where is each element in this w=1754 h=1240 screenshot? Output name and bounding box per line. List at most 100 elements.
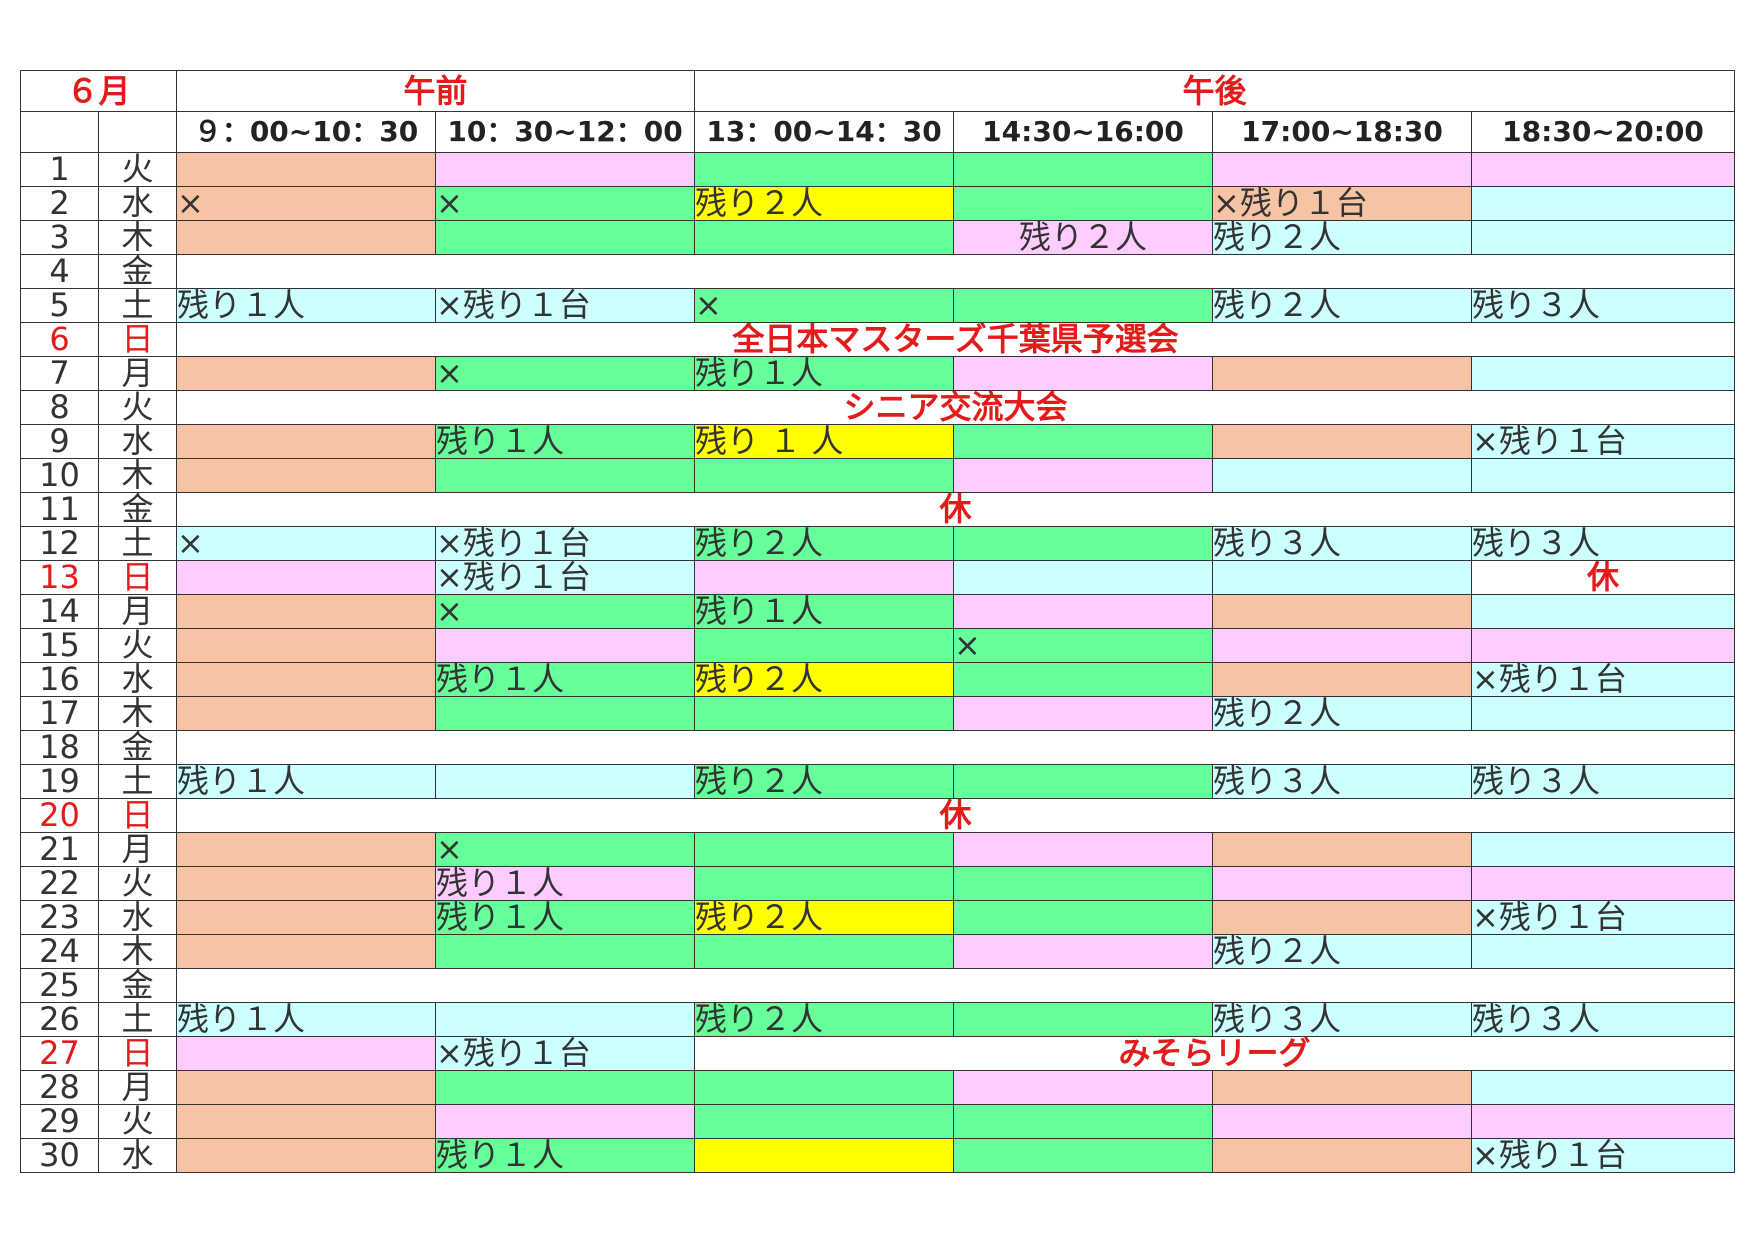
slot-cell[interactable]: ×残り１台 [1471, 424, 1736, 459]
slot-cell[interactable] [953, 866, 1214, 901]
slot-cell[interactable] [176, 934, 437, 969]
slot-cell[interactable]: 残り１人 [435, 866, 696, 901]
slot-cell[interactable] [435, 934, 696, 969]
slot-cell[interactable] [176, 560, 437, 595]
slot-cell[interactable]: 残り２人 [1212, 696, 1473, 731]
slot-cell[interactable]: 残り１人 [435, 1138, 696, 1173]
slot-cell[interactable]: 残り３人 [1471, 288, 1736, 323]
slot-cell[interactable] [1471, 696, 1736, 731]
slot-cell[interactable]: 残り１人 [694, 356, 955, 391]
slot-cell[interactable] [176, 1070, 437, 1105]
slot-cell[interactable] [1471, 832, 1736, 867]
slot-cell[interactable]: 残り１人 [176, 764, 437, 799]
slot-cell[interactable] [694, 1104, 955, 1139]
slot-cell[interactable] [1471, 186, 1736, 221]
slot-cell[interactable]: 残り１人 [435, 424, 696, 459]
slot-cell[interactable] [176, 866, 437, 901]
slot-cell[interactable]: × [176, 526, 437, 561]
slot-cell[interactable] [694, 220, 955, 255]
slot-cell[interactable] [953, 526, 1214, 561]
slot-cell[interactable] [176, 220, 437, 255]
slot-cell[interactable] [953, 458, 1214, 493]
slot-cell[interactable]: × [435, 832, 696, 867]
slot-cell[interactable] [1471, 628, 1736, 663]
slot-cell[interactable]: 残り２人 [694, 186, 955, 221]
slot-cell[interactable] [1471, 934, 1736, 969]
slot-cell[interactable] [435, 1002, 696, 1037]
slot-cell[interactable] [1471, 1104, 1736, 1139]
slot-cell[interactable]: ×残り１台 [435, 526, 696, 561]
slot-cell[interactable] [435, 152, 696, 187]
slot-cell[interactable]: × [435, 186, 696, 221]
slot-cell[interactable] [176, 152, 437, 187]
slot-cell[interactable]: 残り２人 [1212, 220, 1473, 255]
slot-cell[interactable]: 残り １ 人 [694, 424, 955, 459]
slot-cell[interactable] [953, 1002, 1214, 1037]
slot-cell[interactable]: 残り３人 [1212, 764, 1473, 799]
slot-cell[interactable] [953, 900, 1214, 935]
slot-cell[interactable]: 残り１人 [694, 594, 955, 629]
slot-cell[interactable] [176, 628, 437, 663]
slot-cell[interactable] [694, 1070, 955, 1105]
slot-cell[interactable] [953, 832, 1214, 867]
slot-cell[interactable]: ×残り１台 [435, 1036, 696, 1071]
slot-cell[interactable] [1212, 866, 1473, 901]
slot-cell[interactable]: 残り３人 [1212, 1002, 1473, 1037]
slot-cell[interactable] [953, 764, 1214, 799]
slot-cell[interactable] [953, 1138, 1214, 1173]
slot-cell[interactable] [953, 1070, 1214, 1105]
slot-cell[interactable] [1212, 152, 1473, 187]
slot-cell[interactable] [694, 866, 955, 901]
slot-cell[interactable] [1471, 356, 1736, 391]
slot-cell[interactable] [953, 356, 1214, 391]
slot-cell[interactable]: × [953, 628, 1214, 663]
slot-cell[interactable]: 残り２人 [1212, 934, 1473, 969]
slot-cell[interactable]: 残り２人 [694, 1002, 955, 1037]
slot-cell[interactable] [435, 628, 696, 663]
slot-cell[interactable]: 残り１人 [176, 1002, 437, 1037]
slot-cell[interactable] [953, 594, 1214, 629]
slot-cell[interactable] [176, 458, 437, 493]
slot-cell[interactable] [176, 1104, 437, 1139]
slot-cell[interactable]: 残り３人 [1471, 764, 1736, 799]
slot-cell[interactable] [1471, 866, 1736, 901]
slot-cell[interactable] [435, 220, 696, 255]
slot-cell[interactable] [953, 186, 1214, 221]
slot-cell[interactable] [694, 628, 955, 663]
slot-cell[interactable]: 残り２人 [694, 526, 955, 561]
slot-cell[interactable] [176, 696, 437, 731]
slot-cell[interactable]: ×残り１台 [435, 560, 696, 595]
slot-cell[interactable] [953, 152, 1214, 187]
slot-cell[interactable]: ×残り１台 [1471, 900, 1736, 935]
slot-cell[interactable] [694, 458, 955, 493]
slot-cell[interactable] [953, 662, 1214, 697]
slot-cell[interactable] [953, 424, 1214, 459]
slot-cell[interactable]: × [435, 356, 696, 391]
slot-cell[interactable] [1471, 1070, 1736, 1105]
slot-cell[interactable] [1212, 356, 1473, 391]
slot-cell[interactable] [953, 934, 1214, 969]
slot-cell[interactable] [1212, 458, 1473, 493]
slot-cell[interactable] [1212, 1104, 1473, 1139]
slot-cell[interactable]: × [694, 288, 955, 323]
slot-cell[interactable]: 残り２人 [953, 220, 1214, 255]
slot-cell[interactable] [953, 1104, 1214, 1139]
slot-cell[interactable]: 残り１人 [176, 288, 437, 323]
slot-cell[interactable] [435, 1070, 696, 1105]
slot-cell[interactable] [1212, 662, 1473, 697]
slot-cell[interactable] [694, 560, 955, 595]
slot-cell[interactable]: × [435, 594, 696, 629]
slot-cell[interactable] [435, 1104, 696, 1139]
slot-cell[interactable] [1212, 594, 1473, 629]
slot-cell[interactable] [1471, 594, 1736, 629]
slot-cell[interactable] [953, 560, 1214, 595]
slot-cell[interactable]: 残り１人 [435, 662, 696, 697]
slot-cell[interactable] [435, 696, 696, 731]
slot-cell[interactable] [176, 424, 437, 459]
slot-cell[interactable] [953, 288, 1214, 323]
slot-cell[interactable]: ×残り１台 [435, 288, 696, 323]
slot-cell[interactable] [1212, 1138, 1473, 1173]
slot-cell[interactable]: 残り２人 [694, 900, 955, 935]
slot-cell[interactable] [953, 696, 1214, 731]
slot-cell[interactable] [1212, 1070, 1473, 1105]
